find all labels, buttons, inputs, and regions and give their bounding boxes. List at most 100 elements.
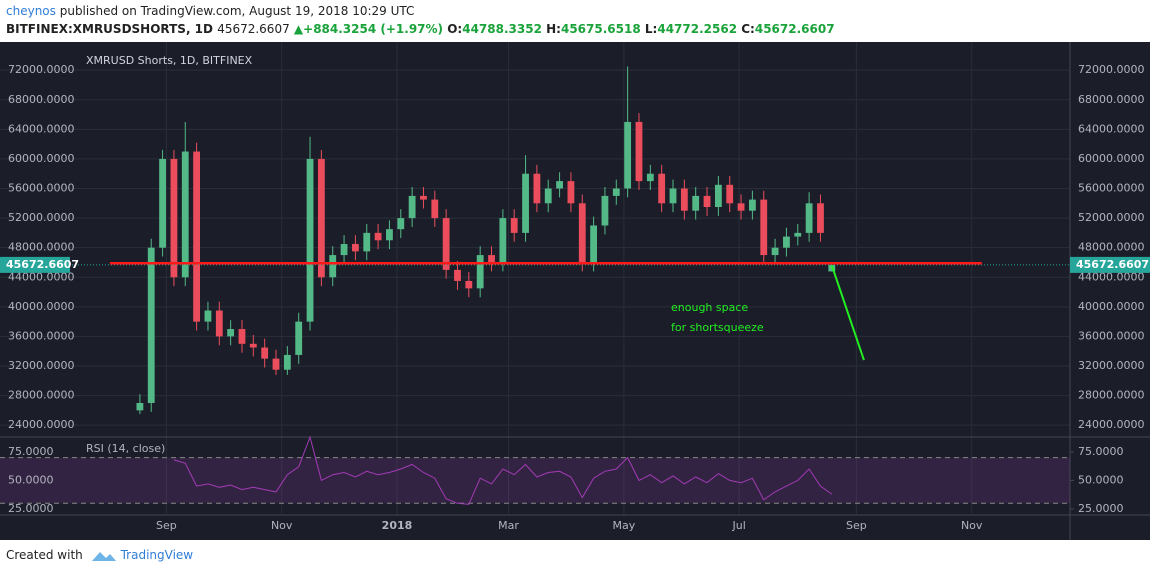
candle-body [227, 329, 235, 337]
c: C: [741, 22, 755, 36]
candle-body [737, 203, 745, 211]
candle-body [181, 151, 189, 278]
candle-body [170, 158, 178, 278]
y-tick-label: 44000.0000 [1078, 270, 1144, 283]
candle-body [408, 195, 416, 219]
y-tick-label: 48000.0000 [1078, 241, 1144, 254]
rsi-tick-label: 25.0000 [8, 502, 54, 515]
candle-body [680, 188, 688, 211]
candle-body [238, 329, 246, 344]
rsi-line [173, 435, 833, 505]
candle-body [646, 173, 654, 182]
candle-body [783, 236, 790, 248]
candle-body [465, 280, 473, 289]
y-tick-label: 28000.0000 [1078, 389, 1144, 402]
candle-body [556, 181, 563, 189]
h: H: [546, 22, 561, 36]
rsi-tick-label: 75.0000 [1078, 445, 1124, 458]
y-tick-label: 40000.0000 [1078, 300, 1144, 313]
brand[interactable]: TradingView [120, 548, 194, 562]
y-tick-label: 56000.0000 [8, 182, 74, 195]
candle-body [658, 173, 666, 204]
y-tick-label: 64000.0000 [8, 122, 74, 135]
footer: Created with TradingView [6, 548, 193, 563]
candle-body [204, 310, 212, 322]
author[interactable]: cheynos [6, 4, 56, 18]
change: +884.3254 (+1.97%) [303, 22, 444, 36]
y-tick-label: 28000.0000 [8, 389, 74, 402]
published: published on TradingView.com, August 19,… [59, 4, 415, 18]
candle-body [601, 195, 609, 226]
candle-body [442, 218, 450, 270]
y-tick-label: 72000.0000 [8, 63, 74, 76]
y-tick-label: 44000.0000 [8, 270, 74, 283]
candle-body [612, 188, 620, 196]
candle-body [295, 321, 303, 355]
y-tick-label: 32000.0000 [1078, 359, 1144, 372]
annotation: enough space [671, 301, 748, 314]
y-tick-label: 24000.0000 [1078, 418, 1144, 431]
last-price-box [0, 256, 70, 273]
x-tick-label: 2018 [382, 519, 413, 532]
header-line-2: BITFINEX:XMRUSDSHORTS, 1D 45672.6607 ▲+8… [6, 22, 835, 36]
candle-body [386, 229, 393, 241]
y-tick-label: 32000.0000 [8, 359, 74, 372]
x-tick-label: Nov [271, 519, 293, 532]
candle-body [317, 158, 325, 278]
y-tick-label: 60000.0000 [1078, 152, 1144, 165]
candle-body [590, 225, 598, 263]
candle-body [703, 195, 711, 208]
candle-body [431, 199, 439, 219]
rsi-title: RSI (14, close) [86, 442, 165, 455]
y-tick-label: 56000.0000 [1078, 182, 1144, 195]
symbol: BITFINEX:XMRUSDSHORTS, 1D [6, 22, 213, 36]
l: L: [644, 22, 658, 36]
candle-body [624, 121, 632, 189]
hv: 45675.6518 [560, 22, 641, 36]
rsi-tick-label: 25.0000 [1078, 502, 1124, 515]
y-tick-label: 40000.0000 [8, 300, 74, 313]
y-tick-label: 48000.0000 [8, 241, 74, 254]
candle-body [578, 203, 586, 263]
y-tick-label: 60000.0000 [8, 152, 74, 165]
y-tick-label: 52000.0000 [8, 211, 74, 224]
candle-body [488, 255, 495, 263]
x-tick-label: Jul [732, 519, 746, 532]
rsi-band [0, 457, 1070, 504]
y-tick-label: 72000.0000 [1078, 63, 1144, 76]
candle-body [805, 203, 813, 233]
candle-body [771, 247, 779, 256]
candle-body [692, 195, 700, 211]
candle-body [567, 181, 575, 204]
candle-body [397, 218, 405, 230]
candle-body [454, 269, 461, 281]
trend-line [830, 265, 865, 361]
rsi-tick-label: 50.0000 [1078, 473, 1124, 486]
candle-body [374, 232, 382, 241]
last: 45672.6607 [217, 22, 290, 36]
y-tick-label: 24000.0000 [8, 418, 74, 431]
y-tick-label: 36000.0000 [1078, 329, 1144, 342]
candle-body [329, 255, 337, 278]
x-tick-label: May [612, 519, 635, 532]
created: Created with [6, 548, 83, 562]
candle-body [272, 358, 280, 370]
x-tick-label: Sep [156, 519, 177, 532]
candle-body [749, 199, 756, 211]
y-tick-label: 52000.0000 [1078, 211, 1144, 224]
lv: 44772.2562 [657, 22, 738, 36]
candle-body [544, 188, 552, 204]
last-price-box [1070, 256, 1150, 273]
chart-bg [0, 42, 1150, 540]
candle-body [533, 173, 541, 204]
cv: 45672.6607 [754, 22, 835, 36]
candle-body [817, 203, 824, 233]
candle-body [215, 310, 223, 337]
candle-body [726, 184, 734, 204]
candle-body [794, 232, 802, 237]
candle-body [159, 158, 166, 248]
candle-body [193, 151, 201, 322]
candle-body [340, 243, 348, 256]
candle-body [669, 188, 677, 204]
